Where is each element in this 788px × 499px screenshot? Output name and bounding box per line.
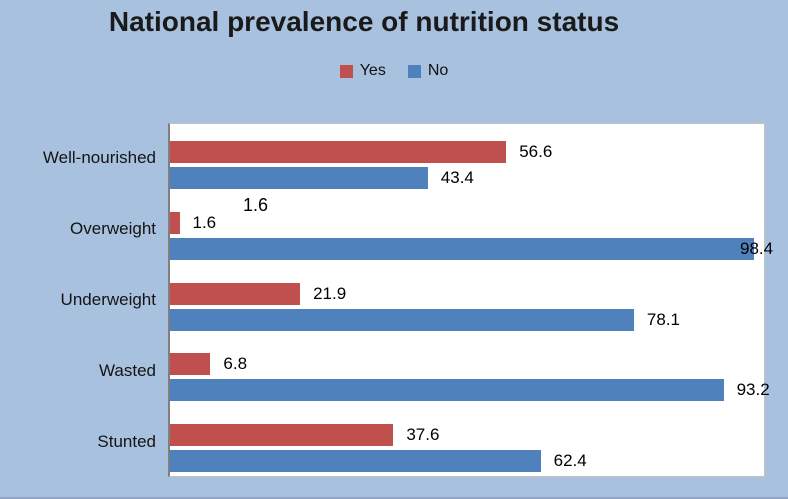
bar-no	[170, 379, 724, 402]
data-label: 21.9	[313, 283, 347, 303]
legend-item-yes: Yes	[339, 62, 386, 80]
data-label: 1.6	[192, 212, 217, 232]
plot-area: 1.6 56.6 43.4 1.6 98.4 21.9 78.1 6.8 93.2 37.6 62…	[168, 123, 773, 478]
bar-group-well-nourished: 56.6 43.4	[170, 124, 764, 195]
category-label: Underweight	[60, 289, 156, 309]
data-label: 43.4	[440, 168, 474, 187]
category-axis: Well-nourished Overweight Underweight Waste…	[0, 123, 158, 477]
duplicate-data-label: 1.6	[243, 195, 269, 215]
chart-legend: Yes No	[0, 62, 788, 80]
bar-no	[170, 450, 541, 473]
data-label: 37.6	[406, 425, 440, 445]
bar-yes	[170, 141, 507, 163]
legend-swatch-icon	[407, 64, 421, 78]
bar-yes	[170, 353, 211, 376]
category-label: Well-nourished	[42, 148, 156, 168]
bar-no	[170, 237, 755, 260]
bar-no	[170, 167, 428, 189]
bar-yes	[170, 424, 394, 447]
data-label: 56.6	[519, 142, 553, 161]
legend-label: No	[427, 62, 449, 79]
data-label: 93.2	[736, 380, 770, 400]
data-label: 6.8	[223, 354, 248, 374]
category-label: Overweight	[70, 219, 156, 239]
bar-group-underweight: 21.9 78.1	[170, 266, 764, 337]
data-label: 62.4	[553, 451, 587, 471]
bar-group-overweight: 1.6 98.4	[170, 195, 773, 266]
bar-group-wasted: 6.8 93.2	[170, 336, 770, 407]
data-label: 98.4	[740, 238, 774, 258]
bar-yes	[170, 282, 301, 305]
bar-yes	[170, 211, 180, 234]
bar-group-stunted: 37.6 62.4	[170, 407, 764, 478]
legend-item-no: No	[407, 62, 449, 80]
chart-title: National prevalence of nutrition status	[108, 6, 620, 37]
category-label: Wasted	[98, 360, 156, 380]
bar-no	[170, 308, 634, 331]
category-label: Stunted	[97, 431, 156, 451]
data-label: 78.1	[646, 309, 680, 329]
legend-swatch-icon	[339, 64, 353, 78]
legend-label: Yes	[359, 62, 386, 79]
